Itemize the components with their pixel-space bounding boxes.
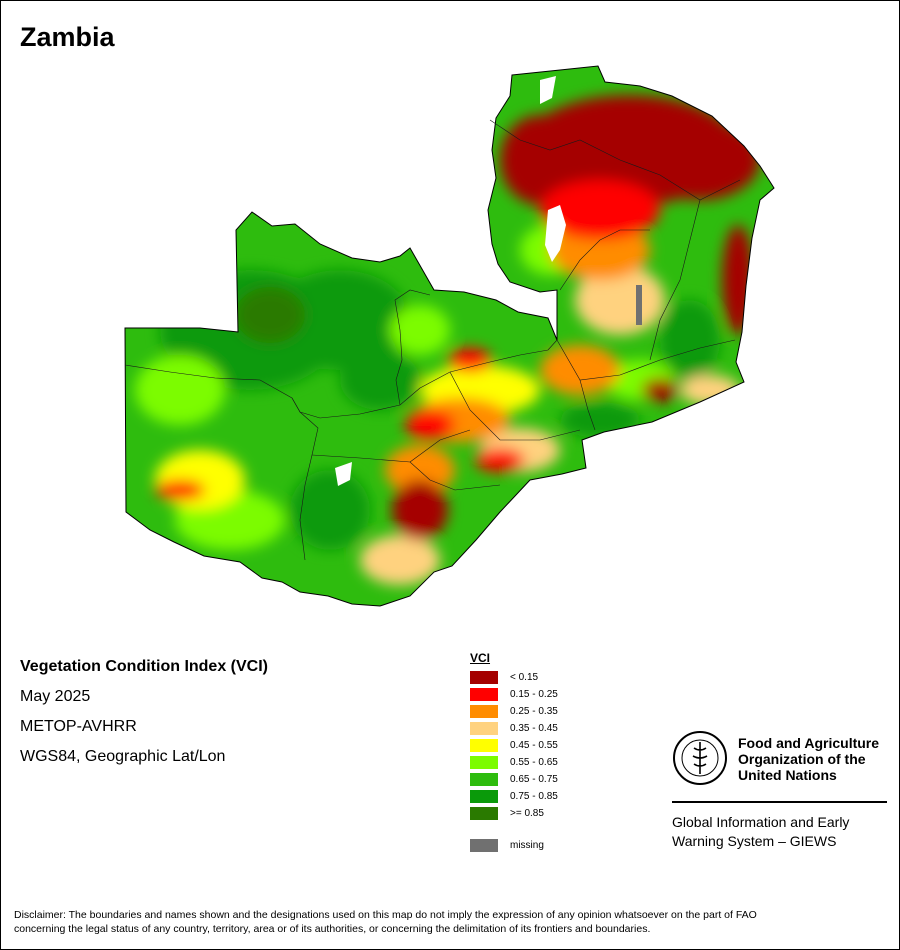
missing-data-area: [636, 285, 642, 325]
legend-swatch: [470, 790, 498, 803]
sensor-label: METOP-AVHRR: [20, 718, 137, 735]
lake-water-area: [540, 76, 556, 104]
legend-label: 0.15 - 0.25: [510, 689, 558, 700]
period-label: May 2025: [20, 688, 91, 705]
fao-name-line: United Nations: [738, 767, 837, 783]
legend-item: < 0.15: [470, 669, 558, 686]
legend-swatch: [470, 756, 498, 769]
legend-item: 0.25 - 0.35: [470, 703, 558, 720]
legend-swatch-missing: [470, 839, 498, 852]
legend-label: >= 0.85: [510, 808, 544, 819]
vci-map: [124, 65, 775, 607]
legend-label: 0.55 - 0.65: [510, 757, 558, 768]
legend-item: 0.35 - 0.45: [470, 720, 558, 737]
disclaimer: Disclaimer: The boundaries and names sho…: [14, 908, 889, 936]
legend-label: 0.25 - 0.35: [510, 706, 558, 717]
legend-item: 0.15 - 0.25: [470, 686, 558, 703]
projection-label: WGS84, Geographic Lat/Lon: [20, 748, 226, 765]
lake-water-area: [545, 205, 566, 262]
legend-item: 0.45 - 0.55: [470, 737, 558, 754]
legend-items: < 0.15 0.15 - 0.25 0.25 - 0.35 0.35 - 0.45 0…: [470, 669, 558, 822]
legend-title: VCI: [470, 651, 491, 665]
legend-label: < 0.15: [510, 672, 539, 683]
legend-label: 0.45 - 0.55: [510, 740, 558, 751]
legend-swatch: [470, 671, 498, 684]
giews-line: Warning System – GIEWS: [672, 833, 837, 849]
fao-name: Food and Agriculture Organization of the…: [738, 735, 898, 783]
fao-name-line: Organization of the: [738, 751, 866, 767]
legend-label: 0.65 - 0.75: [510, 774, 558, 785]
legend-swatch: [470, 705, 498, 718]
legend-label: 0.35 - 0.45: [510, 723, 558, 734]
legend-item: 0.55 - 0.65: [470, 754, 558, 771]
fao-seal-icon: [673, 731, 727, 785]
giews-name: Global Information and Early Warning Sys…: [672, 813, 892, 851]
fao-name-line: Food and Agriculture: [738, 735, 880, 751]
legend-item: >= 0.85: [470, 805, 558, 822]
map-title: Zambia: [20, 22, 115, 52]
legend-swatch: [470, 688, 498, 701]
legend-item: 0.65 - 0.75: [470, 771, 558, 788]
disclaimer-line: concerning the legal status of any count…: [14, 923, 651, 935]
province-boundaries: [124, 119, 741, 561]
legend-swatch: [470, 807, 498, 820]
map-info-block: Vegetation Condition Index (VCI) May 202…: [20, 657, 268, 777]
legend-label: 0.75 - 0.85: [510, 791, 558, 802]
legend-item: 0.75 - 0.85: [470, 788, 558, 805]
index-title: Vegetation Condition Index (VCI): [20, 658, 268, 675]
disclaimer-line: Disclaimer: The boundaries and names sho…: [14, 909, 757, 921]
legend-swatch: [470, 739, 498, 752]
logo-divider: [672, 801, 887, 803]
legend-label-missing: missing: [510, 840, 544, 851]
legend-item-missing: missing: [470, 837, 558, 854]
giews-line: Global Information and Early: [672, 814, 850, 830]
missing-data-area: [335, 462, 352, 486]
vci-legend: VCI < 0.15 0.15 - 0.25 0.25 - 0.35 0.35 - 0…: [470, 651, 558, 854]
legend-swatch: [470, 773, 498, 786]
vci-raster: [125, 66, 774, 606]
legend-swatch: [470, 722, 498, 735]
zambia-vci-map-graphic: [124, 65, 775, 607]
